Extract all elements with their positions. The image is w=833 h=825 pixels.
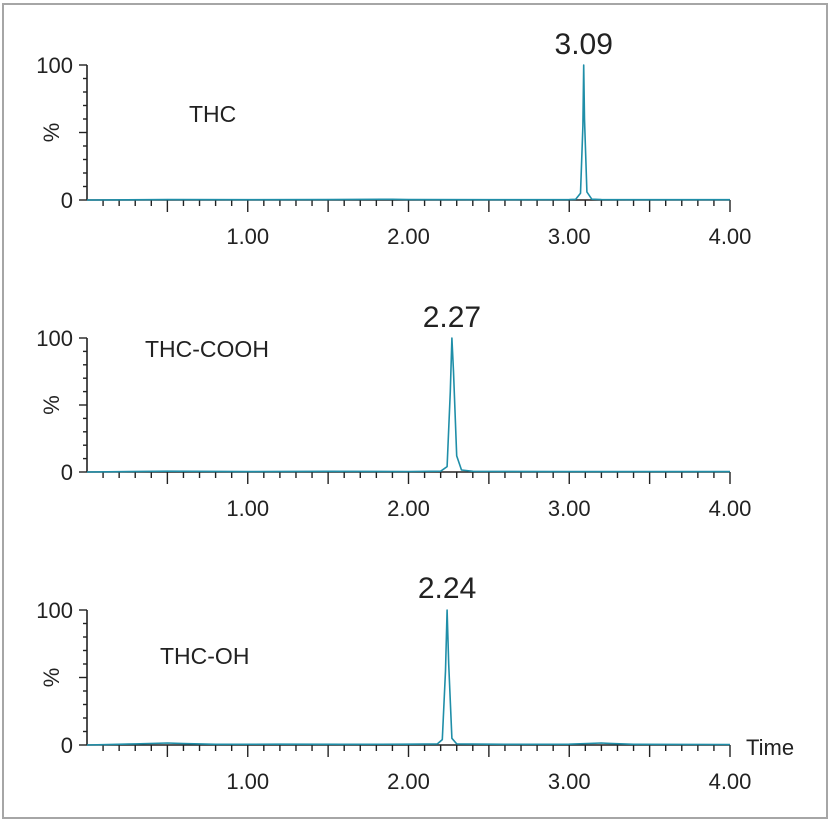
chart-panel-1: 0 100% 1.00 2.00 3.00 4.00 3.09 THC — [36, 28, 751, 249]
compound-label: THC-OH — [160, 643, 249, 669]
x-tick-label: 1.00 — [226, 496, 269, 521]
compound-label: THC — [189, 101, 236, 127]
x-tick-label: 2.00 — [387, 496, 430, 521]
chromatogram-trace — [86, 64, 730, 201]
x-tick-label: 4.00 — [709, 769, 752, 794]
peak-retention-label: 3.09 — [555, 28, 613, 61]
x-tick-label: 3.00 — [548, 224, 591, 249]
y-axis-label: % — [39, 395, 64, 415]
x-tick-label: 4.00 — [709, 224, 752, 249]
x-tick-label: 3.00 — [548, 496, 591, 521]
y-tick-label: 0 — [61, 733, 73, 758]
x-tick-label: 1.00 — [226, 769, 269, 794]
y-tick-label: 100 — [36, 326, 73, 351]
x-tick-label: 2.00 — [387, 224, 430, 249]
y-axis-label: % — [39, 668, 64, 688]
y-tick-label: 100 — [36, 53, 73, 78]
y-axis-label: % — [39, 123, 64, 143]
x-tick-label: 1.00 — [226, 224, 269, 249]
y-tick-label: 0 — [61, 188, 73, 213]
figure-frame — [2, 3, 828, 819]
compound-label: THC-COOH — [145, 336, 269, 362]
chromatogram-trace — [86, 337, 730, 473]
chart-panel-2: 0 100% 1.00 2.00 3.00 4.00 2.27 THC-COOH — [36, 301, 751, 521]
chromatogram-trace — [86, 609, 731, 746]
x-tick-label: 2.00 — [387, 769, 430, 794]
peak-retention-label: 2.24 — [418, 572, 476, 605]
x-axis-label: Time — [746, 735, 794, 760]
peak-retention-label: 2.27 — [423, 301, 481, 334]
y-tick-label: 100 — [36, 598, 73, 623]
chart-panel-3: 0 100% 1.00 2.00 3.00 4.00 Time 2.24 THC-OH — [36, 572, 794, 794]
x-tick-label: 3.00 — [548, 769, 591, 794]
y-tick-label: 0 — [61, 460, 73, 485]
x-tick-label: 4.00 — [709, 496, 752, 521]
